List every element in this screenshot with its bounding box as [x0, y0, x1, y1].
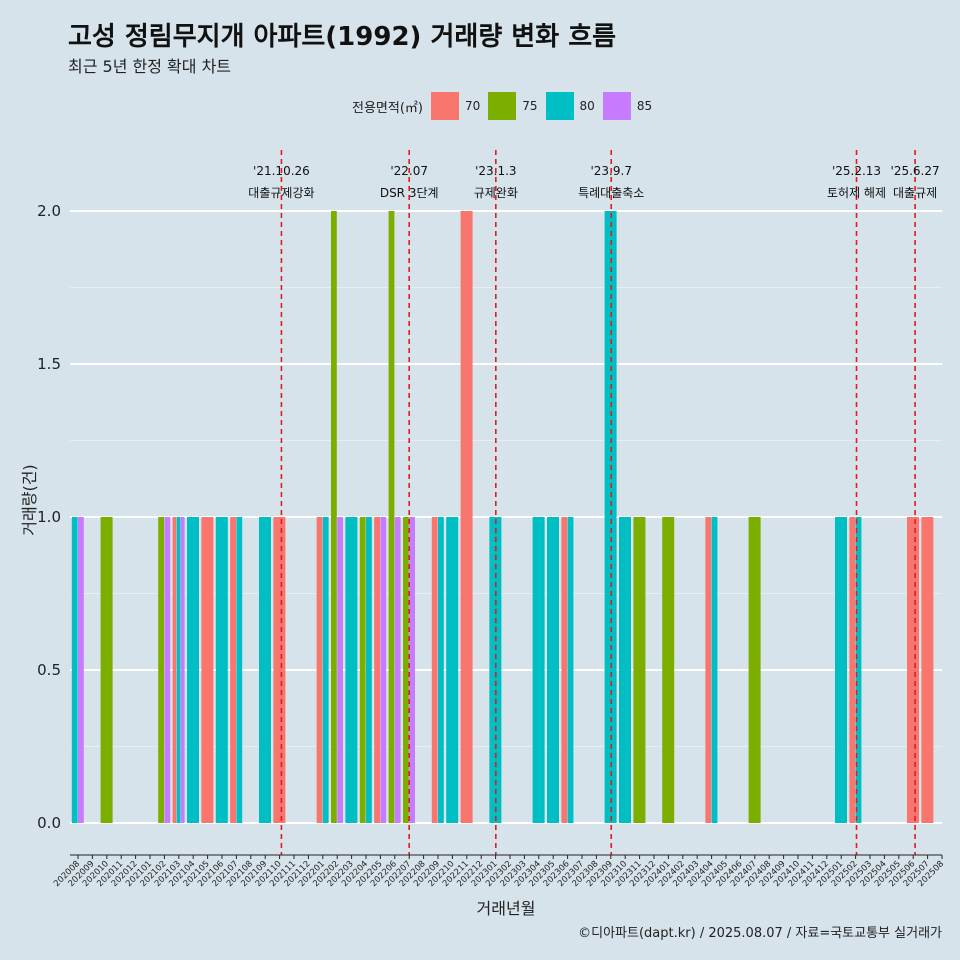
bar	[273, 517, 286, 823]
bar	[446, 517, 459, 823]
legend: 전용면적(㎡) 70 75 80 85	[352, 92, 660, 120]
bar	[532, 517, 545, 823]
event-label: 특례대출축소	[578, 186, 644, 200]
legend-label-75: 75	[522, 99, 538, 113]
bar	[431, 517, 438, 823]
event-label: DSR 3단계	[380, 186, 439, 200]
bar	[180, 517, 185, 823]
legend-item-85: 85	[602, 92, 653, 120]
bar	[438, 517, 444, 823]
event-label: 규제완화	[474, 186, 518, 200]
bar	[921, 517, 934, 823]
y-tick-label: 2.0	[37, 202, 61, 220]
event-date-label: '23.1.3	[475, 164, 516, 178]
bar	[604, 211, 617, 823]
bar	[158, 517, 164, 823]
y-tick-label: 0.0	[37, 814, 61, 832]
y-tick-label: 0.5	[37, 661, 61, 679]
bar	[230, 517, 236, 823]
bar	[835, 517, 847, 823]
legend-swatch-85	[602, 92, 631, 120]
chart-subtitle: 최근 5년 한정 확대 차트	[68, 57, 232, 76]
event-date-label: '23.9.7	[590, 164, 631, 178]
bar	[567, 517, 574, 823]
bar	[215, 517, 228, 823]
bar	[403, 517, 409, 823]
bar	[705, 517, 712, 823]
legend-item-80: 80	[545, 92, 595, 120]
bar	[561, 517, 568, 823]
bar	[172, 517, 177, 823]
bar	[71, 517, 78, 823]
bar	[547, 517, 559, 823]
y-tick-label: 1.5	[37, 355, 61, 373]
bar	[394, 517, 401, 823]
bar	[849, 517, 856, 823]
bar	[380, 517, 387, 823]
bar	[259, 517, 271, 823]
bar	[489, 517, 502, 823]
bar	[100, 517, 113, 823]
legend-item-75: 75	[488, 92, 538, 120]
bar	[201, 517, 214, 823]
bar	[316, 517, 323, 823]
legend-label-85: 85	[636, 99, 653, 113]
caption: ©디아파트(dapt.kr) / 2025.08.07 / 자료=국토교통부 실…	[578, 926, 942, 941]
bar	[855, 517, 862, 823]
chart-title: 고성 정림무지개 아파트(1992) 거래량 변화 흐름	[68, 22, 617, 52]
bar	[359, 517, 366, 823]
event-date-label: '21.10.26	[253, 164, 310, 178]
bar	[322, 517, 329, 823]
bar	[337, 517, 343, 823]
bar	[409, 517, 415, 823]
bar	[236, 517, 243, 823]
bar	[374, 517, 380, 823]
x-axis-title: 거래년월	[477, 899, 536, 918]
bar	[345, 517, 358, 823]
legend-item-70: 70	[430, 92, 481, 120]
event-label: 토허제 해제	[827, 186, 886, 200]
event-label: 대출규제	[893, 186, 937, 200]
legend-label-70: 70	[464, 99, 481, 113]
bar	[164, 517, 171, 823]
event-date-label: '25.2.13	[832, 164, 881, 178]
event-date-label: '25.6.27	[891, 164, 940, 178]
bar	[331, 211, 337, 823]
bar	[619, 517, 631, 823]
bar	[366, 517, 372, 823]
y-axis-title: 거래량(건)	[20, 464, 39, 535]
legend-swatch-80	[545, 92, 574, 120]
legend-swatch-75	[488, 92, 517, 120]
bar	[78, 517, 84, 823]
event-label: 대출규제강화	[248, 186, 314, 200]
bar	[176, 517, 181, 823]
event-date-label: '22.07	[390, 164, 428, 178]
y-tick-label: 1.0	[37, 508, 61, 526]
legend-label-80: 80	[579, 99, 595, 113]
bar	[187, 517, 199, 823]
legend-title: 전용면적(㎡)	[352, 100, 423, 116]
bar	[633, 517, 646, 823]
bar	[711, 517, 718, 823]
bar	[907, 517, 919, 823]
legend-swatch-70	[430, 92, 459, 120]
bar	[662, 517, 675, 823]
bar	[460, 211, 473, 823]
bar	[388, 211, 395, 823]
bar	[748, 517, 761, 823]
